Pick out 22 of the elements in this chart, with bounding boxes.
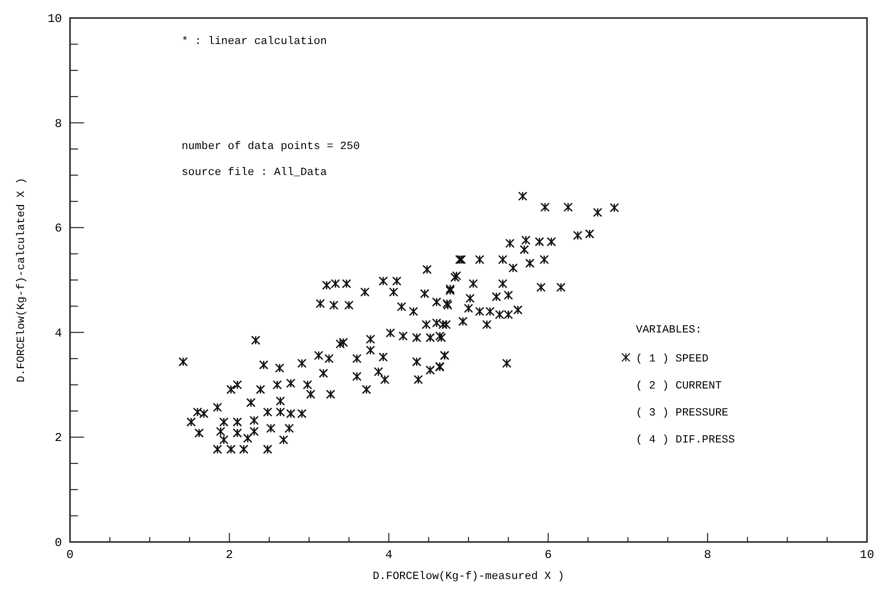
legend-label: ( 1 ) SPEED [636,353,709,366]
y-tick-label: 4 [54,326,62,340]
y-tick-label: 2 [54,431,62,446]
y-tick-label: 6 [54,222,62,236]
x-tick-label: 8 [704,548,712,562]
x-tick-label: 6 [544,548,552,562]
x-tick-label: 2 [226,548,233,562]
annotation: * : linear calculation [182,36,327,48]
x-axis-title: D.FORCElow(Kg-f)-measured X ) [372,571,564,583]
y-tick-label: 10 [48,12,62,26]
legend-title: VARIABLES: [636,324,702,336]
y-axis-title: D.FORCElow(Kg-f)-calculated X ) [16,178,28,382]
x-tick-label: 10 [860,548,874,562]
y-tick-label: 0 [54,536,62,550]
annotation: number of data points = 250 [182,141,360,153]
x-tick-label: 4 [385,548,392,562]
annotation: ( 4 ) DIF.PRESS [636,434,736,446]
annotation: ( 2 ) CURRENT [636,380,722,392]
annotation: ( 3 ) PRESSURE [636,407,729,420]
annotation: source file : All_Data [182,167,328,180]
y-tick-label: 8 [54,116,62,131]
x-tick-label: 0 [66,548,74,562]
